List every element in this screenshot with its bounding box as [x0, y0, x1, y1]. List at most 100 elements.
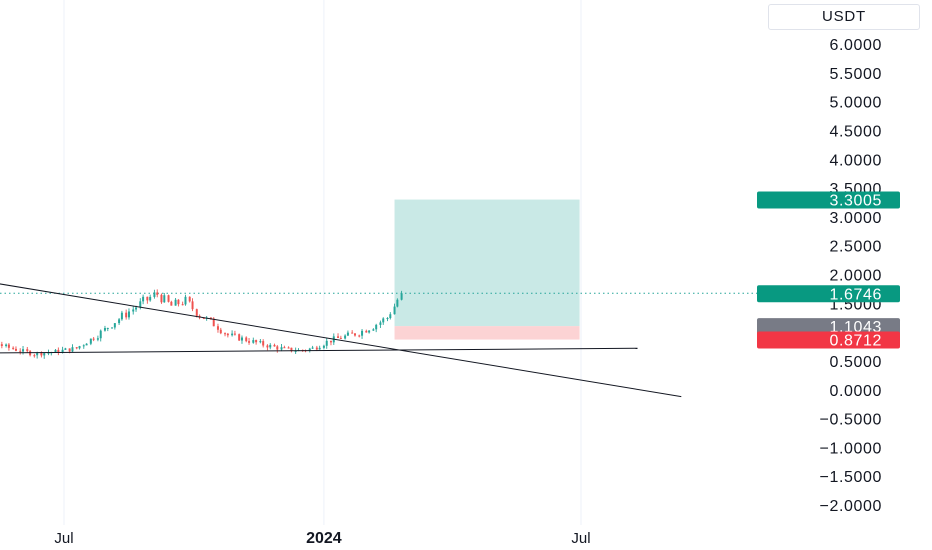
candle-body [149, 296, 152, 301]
candle-body [248, 341, 251, 343]
grid-lines [63, 0, 582, 525]
candle-body [202, 317, 205, 319]
descending-resistance-line[interactable] [0, 272, 682, 398]
candle-body [61, 349, 64, 353]
candle-body [82, 345, 85, 347]
candle-body [287, 347, 290, 349]
candle-body [393, 306, 396, 315]
candle-body [167, 295, 170, 302]
candle-body [191, 301, 194, 310]
candle-body [353, 333, 356, 336]
candle-body [156, 292, 159, 295]
candle-body [344, 335, 347, 339]
currency-selector[interactable]: USDT [768, 4, 920, 30]
price-axis-label: 2.0000 [829, 268, 882, 285]
candle-body [365, 330, 368, 333]
candle-body [43, 353, 46, 356]
candle-body [375, 324, 378, 330]
candle-body [113, 323, 116, 328]
candle-body [146, 296, 149, 301]
candle-body [36, 352, 39, 356]
candle-body [351, 332, 354, 334]
stop-loss-zone[interactable] [394, 326, 580, 340]
time-axis-label: Jul [54, 530, 73, 547]
candle-body [127, 311, 130, 318]
candle-body [396, 299, 399, 307]
candle-body [103, 328, 106, 331]
candle-body [339, 337, 342, 339]
candle-body [142, 296, 145, 302]
candle-body [262, 341, 265, 346]
candle-body [259, 341, 262, 343]
candle-body [0, 344, 3, 347]
price-tag-label: 3.3005 [829, 193, 882, 210]
candle-body [379, 322, 382, 325]
candle-body [111, 327, 114, 329]
candle-body [26, 349, 29, 352]
time-axis-label: 2024 [306, 530, 342, 547]
profit-zone[interactable] [394, 199, 580, 327]
position-tool[interactable] [0, 199, 760, 340]
candle-body [290, 347, 293, 352]
price-axis-label: 0.5000 [829, 354, 882, 371]
trendlines[interactable] [0, 272, 682, 398]
candle-body [238, 334, 241, 341]
horizontal-support-line[interactable] [0, 347, 638, 354]
candle-body [125, 312, 128, 318]
candle-body [322, 345, 325, 348]
candle-body [181, 304, 184, 306]
candle-body [212, 318, 215, 327]
candle-body [337, 336, 340, 338]
candle-body [54, 349, 57, 353]
candle-body [195, 309, 198, 316]
candle-body [153, 292, 156, 297]
candle-body [12, 347, 15, 349]
candle-body [120, 312, 123, 320]
candle-body [209, 317, 212, 319]
candle-body [170, 301, 173, 306]
candle-body [346, 332, 349, 336]
candle-body [177, 299, 180, 305]
candle-body [240, 337, 243, 341]
candle-body [71, 347, 74, 352]
candle-body [361, 330, 364, 336]
candle-body [255, 340, 258, 343]
time-axis[interactable]: Jul 2024 Jul [54, 530, 590, 547]
candle-body [358, 335, 361, 337]
candle-body [273, 344, 276, 347]
price-axis[interactable]: 6.00005.50005.00004.50004.00003.50003.00… [820, 37, 882, 515]
price-axis-label: −1.0000 [820, 440, 882, 457]
candle-body [57, 349, 60, 353]
candle-body [188, 296, 191, 302]
price-axis-label: 2.5000 [829, 239, 882, 256]
candle-body [174, 299, 177, 306]
candle-body [280, 347, 283, 350]
candle-body [160, 294, 163, 303]
candle-body [92, 338, 95, 340]
candle-body [89, 338, 92, 344]
candle-body [99, 330, 102, 339]
candle-body [135, 307, 138, 310]
candle-body [325, 340, 328, 346]
candle-body [311, 347, 314, 349]
candle-body [33, 355, 36, 357]
price-tag [757, 285, 900, 303]
price-tag-label: 1.6746 [829, 286, 882, 303]
candle-body [269, 344, 272, 348]
price-tag [757, 191, 900, 209]
candle-body [283, 347, 286, 349]
candle-body [318, 347, 321, 350]
candle-body [139, 301, 142, 308]
price-axis-label: 3.0000 [829, 210, 882, 227]
candle-body [68, 348, 71, 352]
price-axis-label: 0.0000 [829, 383, 882, 400]
candle-body [276, 346, 279, 350]
candle-body [40, 352, 43, 356]
candle-body [372, 329, 375, 331]
candle-body [386, 318, 389, 320]
candle-body [163, 295, 166, 303]
price-axis-label: 6.0000 [829, 37, 882, 54]
candle-body [5, 344, 8, 347]
